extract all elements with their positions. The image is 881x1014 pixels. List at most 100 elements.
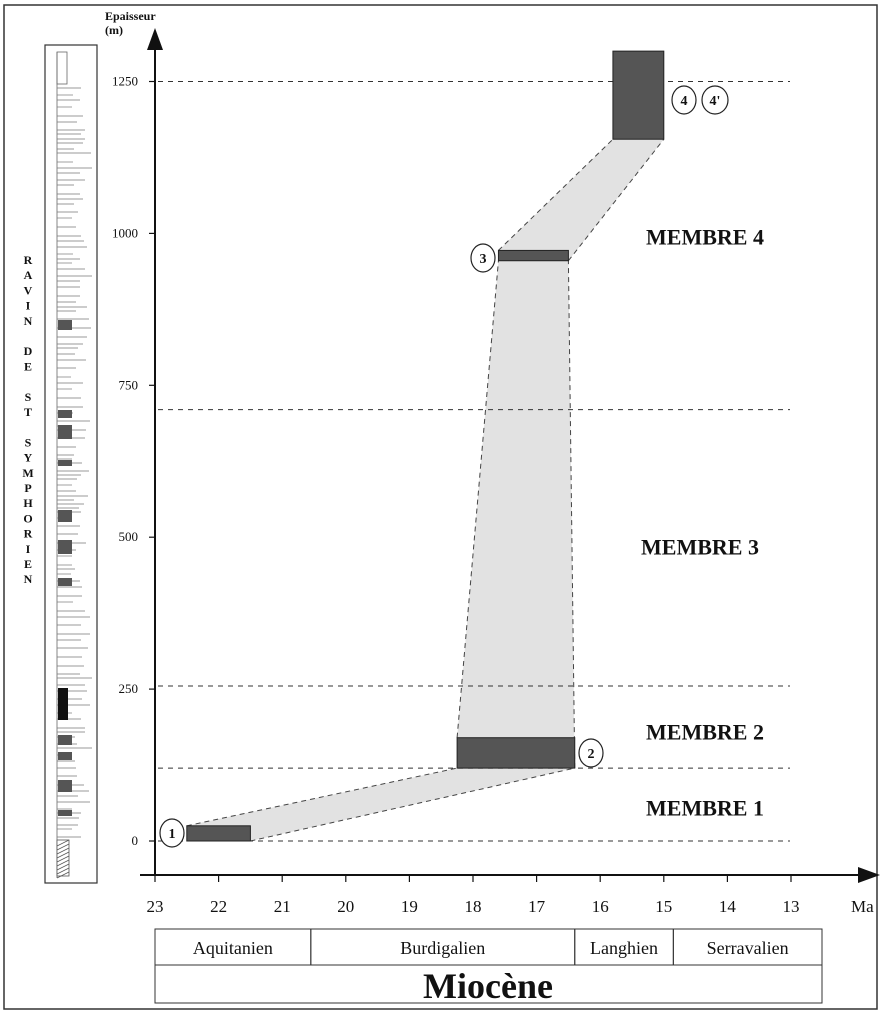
- x-tick-label: 16: [592, 897, 609, 916]
- point-marker-label: 4: [681, 94, 688, 109]
- column-hatched-base: [56, 839, 70, 879]
- column-dark-bed: [58, 540, 72, 554]
- column-dark-bed: [58, 810, 72, 816]
- column-dark-bed: [58, 320, 72, 330]
- y-axis-arrow-icon: [147, 28, 163, 50]
- column-black-bed: [58, 688, 68, 720]
- x-tick-label: 15: [655, 897, 672, 916]
- section-letter: O: [23, 511, 32, 525]
- correlation-band: [186, 768, 575, 841]
- member-label: MEMBRE 4: [646, 224, 764, 249]
- y-tick-label: 0: [132, 833, 139, 848]
- section-letter: R: [24, 253, 33, 267]
- x-tick-label: 13: [783, 897, 800, 916]
- point-marker-circle: [671, 85, 697, 115]
- age-box-2: [456, 737, 576, 769]
- correlation-band-left-edge: [186, 767, 458, 827]
- member-label: MEMBRE 2: [646, 720, 764, 745]
- column-hatch-line: [56, 855, 70, 863]
- epoch-label: Miocène: [423, 966, 553, 1006]
- y-tick-label: 1000: [112, 225, 138, 240]
- section-letter: E: [24, 557, 32, 571]
- section-letter: N: [24, 572, 33, 586]
- section-letter: M: [22, 466, 33, 480]
- epoch-row: Miocène: [154, 964, 823, 1006]
- stage-label: Burdigalien: [400, 938, 485, 958]
- stage-label: Langhien: [590, 938, 658, 958]
- column-top-bed: [56, 51, 68, 85]
- column-dark-bed: [58, 510, 72, 522]
- correlation-band-right-edge: [250, 767, 575, 842]
- correlation-band: [457, 260, 575, 769]
- section-letter: T: [24, 405, 32, 419]
- section-letter: P: [24, 481, 31, 495]
- section-letter: I: [26, 299, 31, 313]
- x-tick-label: 18: [465, 897, 482, 916]
- point-marker-label: 4': [710, 94, 721, 109]
- point-marker-label: 3: [480, 252, 487, 267]
- correlation-band-right-edge: [568, 138, 665, 262]
- member-label: MEMBRE 1: [646, 796, 764, 821]
- correlation-band: [498, 139, 664, 261]
- point-marker-label: 2: [588, 747, 595, 762]
- y-tick-label: 500: [119, 529, 139, 544]
- y-tick-label: 750: [119, 377, 139, 392]
- y-tick-label: 1250: [112, 74, 138, 89]
- column-hatch-line: [56, 867, 70, 875]
- column-dark-bed: [58, 752, 72, 760]
- age-box-4: [612, 50, 665, 140]
- column-hatch-line: [56, 843, 70, 851]
- member-labels: MEMBRE 1 MEMBRE 2 MEMBRE 3 MEMBRE 4: [641, 224, 764, 820]
- correlation-band-right-edge: [567, 260, 576, 769]
- age-boxes: [186, 50, 665, 842]
- outer-frame: [3, 4, 878, 1010]
- section-letter: S: [25, 435, 32, 449]
- x-tick-label: 23: [147, 897, 164, 916]
- member-label: MEMBRE 3: [641, 534, 759, 559]
- section-letter: A: [24, 268, 33, 282]
- x-tick-label: 19: [401, 897, 418, 916]
- column-dark-bed: [58, 780, 72, 792]
- column-hatch-line: [56, 851, 70, 859]
- point-marker-circle: [470, 243, 496, 273]
- point-marker-label: 1: [169, 827, 176, 842]
- column-hatch-line: [56, 871, 70, 879]
- column-dark-bed: [58, 425, 72, 439]
- section-letter: N: [24, 314, 33, 328]
- section-letter: Y: [24, 451, 33, 465]
- point-marker-circle: [701, 85, 729, 115]
- stratigraphic-column: [44, 44, 98, 884]
- column-dark-bed: [58, 460, 72, 466]
- column-hatch-line: [56, 847, 70, 855]
- y-axis-title-line1: Epaisseur: [105, 9, 156, 23]
- section-letter: D: [24, 344, 33, 358]
- y-ticks: 0 250 500 750 1000 1250: [112, 74, 155, 848]
- point-marker-circle: [159, 818, 185, 848]
- x-tick-label: 22: [210, 897, 227, 916]
- epoch-cell: [154, 964, 823, 1004]
- y-tick-label: 250: [119, 681, 139, 696]
- column-dark-bed: [58, 578, 72, 586]
- x-axis-title: Ma: [851, 897, 874, 916]
- point-marker-circle: [578, 738, 604, 768]
- x-tick-label: 21: [274, 897, 291, 916]
- section-letter: V: [24, 283, 33, 297]
- section-letter: E: [24, 359, 32, 373]
- section-letter: S: [25, 390, 32, 404]
- x-tick-label: 14: [719, 897, 737, 916]
- column-hatch-line: [56, 863, 70, 871]
- y-axis-title-line2: (m): [105, 23, 123, 37]
- axes: Epaisseur (m) Ma: [105, 9, 880, 916]
- section-letter: I: [26, 542, 31, 556]
- column-dark-bed: [58, 735, 72, 745]
- x-ticks: 23 22 21 20 19 18 17 16 15 14 13: [147, 875, 800, 916]
- stage-table: Aquitanien Burdigalien Langhien Serravalien: [154, 928, 823, 966]
- point-markers: 1 2 3 4 4': [159, 85, 729, 848]
- correlation-bands: [186, 138, 665, 842]
- age-box-3: [497, 249, 569, 262]
- x-axis-arrow-icon: [858, 867, 880, 883]
- section-letter: R: [24, 527, 33, 541]
- age-box-1: [186, 825, 251, 842]
